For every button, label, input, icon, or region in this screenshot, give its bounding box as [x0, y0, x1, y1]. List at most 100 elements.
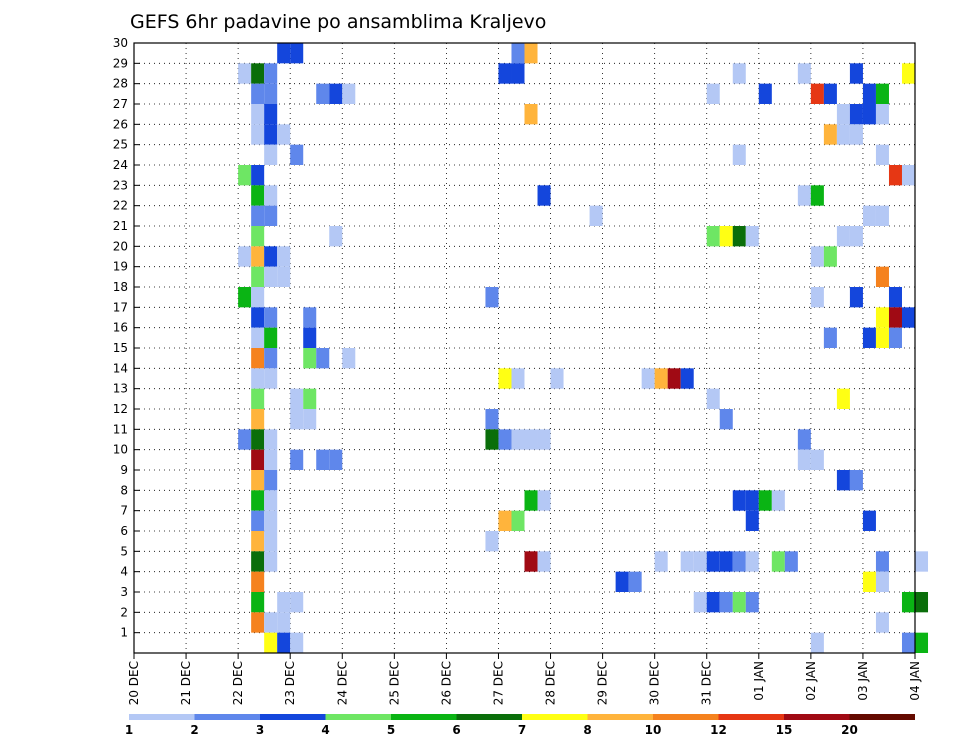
heatmap-cell	[719, 592, 733, 613]
heatmap-cell	[836, 388, 850, 409]
heatmap-cell	[264, 510, 278, 531]
heatmap-cell	[303, 348, 317, 369]
heatmap-cell	[745, 551, 759, 572]
y-tick-label: 2	[120, 605, 128, 619]
heatmap-cell	[290, 592, 304, 613]
colorbar-label: 5	[387, 723, 395, 737]
heatmap-cell	[251, 429, 265, 450]
heatmap-cell	[264, 368, 278, 389]
colorbar-swatch	[260, 714, 326, 720]
heatmap-cell	[888, 327, 902, 348]
heatmap-cell	[771, 551, 785, 572]
colorbar-swatch	[849, 714, 915, 720]
heatmap-cell	[264, 327, 278, 348]
heatmap-cell	[784, 551, 798, 572]
heatmap-cell	[875, 571, 889, 592]
heatmap-cell	[251, 510, 265, 531]
heatmap-cell	[836, 226, 850, 247]
heatmap-cell	[836, 124, 850, 145]
heatmap-cell	[628, 571, 642, 592]
heatmap-cell	[485, 409, 499, 430]
heatmap-cell	[888, 287, 902, 308]
x-tick-label: 30 DEC	[648, 661, 662, 705]
y-tick-label: 18	[113, 280, 128, 294]
heatmap-cell	[251, 63, 265, 84]
heatmap-cell	[264, 612, 278, 633]
heatmap-cell	[888, 165, 902, 186]
heatmap-cell	[875, 104, 889, 125]
heatmap-cell	[251, 266, 265, 287]
heatmap-cell	[745, 490, 759, 511]
heatmap-cell	[511, 368, 525, 389]
heatmap-cell	[277, 43, 291, 64]
heatmap-cell	[589, 205, 603, 226]
heatmap-cell	[771, 490, 785, 511]
y-tick-label: 10	[113, 443, 128, 457]
heatmap-cell	[264, 124, 278, 145]
heatmap-cell	[797, 429, 811, 450]
y-tick-label: 13	[113, 382, 128, 396]
y-tick-label: 26	[113, 117, 128, 131]
heatmap-cell	[901, 63, 915, 84]
heatmap-cell	[849, 104, 863, 125]
heatmap-cell	[901, 307, 915, 328]
colorbar-swatch	[325, 714, 391, 720]
heatmap-cell	[264, 104, 278, 125]
heatmap-cell	[719, 551, 733, 572]
heatmap-cell	[251, 185, 265, 206]
heatmap-cell	[875, 327, 889, 348]
heatmap-cell	[329, 449, 343, 470]
heatmap-cell	[251, 531, 265, 552]
colorbar-swatch	[784, 714, 850, 720]
heatmap-cell	[862, 205, 876, 226]
heatmap-cell	[251, 571, 265, 592]
heatmap-cell	[511, 43, 525, 64]
heatmap-cell	[524, 429, 538, 450]
y-tick-label: 9	[120, 463, 128, 477]
heatmap-cell	[251, 165, 265, 186]
heatmap-cell	[329, 226, 343, 247]
heatmap-cell	[732, 63, 746, 84]
y-tick-label: 14	[113, 361, 128, 375]
heatmap-cell	[264, 470, 278, 491]
y-tick-label: 21	[113, 219, 128, 233]
y-tick-label: 17	[113, 300, 128, 314]
heatmap-cell	[524, 490, 538, 511]
heatmap-cell	[251, 327, 265, 348]
heatmap-cell	[836, 104, 850, 125]
y-tick-label: 11	[113, 422, 128, 436]
heatmap-cell	[915, 592, 929, 613]
heatmap-cell	[251, 124, 265, 145]
heatmap-cell	[251, 104, 265, 125]
heatmap-cell	[342, 83, 356, 104]
colorbar-swatch	[653, 714, 719, 720]
heatmap-cell	[498, 510, 512, 531]
y-axis: 1234567891011121314151617181920212223242…	[113, 36, 140, 640]
heatmap-cell	[875, 612, 889, 633]
heatmap-cell	[524, 551, 538, 572]
heatmap-cell	[251, 226, 265, 247]
heatmap-cell	[901, 592, 915, 613]
heatmap-cell	[264, 490, 278, 511]
heatmap-cell	[537, 490, 551, 511]
y-tick-label: 16	[113, 321, 128, 335]
x-tick-label: 22 DEC	[231, 661, 245, 705]
heatmap-cell	[485, 531, 499, 552]
y-tick-label: 28	[113, 77, 128, 91]
heatmap-cell	[498, 63, 512, 84]
y-tick-label: 25	[113, 138, 128, 152]
heatmap-cell	[550, 368, 564, 389]
heatmap-cell	[745, 510, 759, 531]
x-tick-label: 31 DEC	[700, 661, 714, 705]
heatmap-cell	[732, 490, 746, 511]
heatmap-cell	[485, 429, 499, 450]
heatmap-cell	[251, 409, 265, 430]
y-tick-label: 27	[113, 97, 128, 111]
heatmap-cell	[303, 409, 317, 430]
heatmap-cell	[264, 144, 278, 165]
heatmap-cell	[823, 327, 837, 348]
heatmap-cell	[537, 429, 551, 450]
heatmap-cell	[316, 83, 330, 104]
heatmap-cell	[303, 327, 317, 348]
